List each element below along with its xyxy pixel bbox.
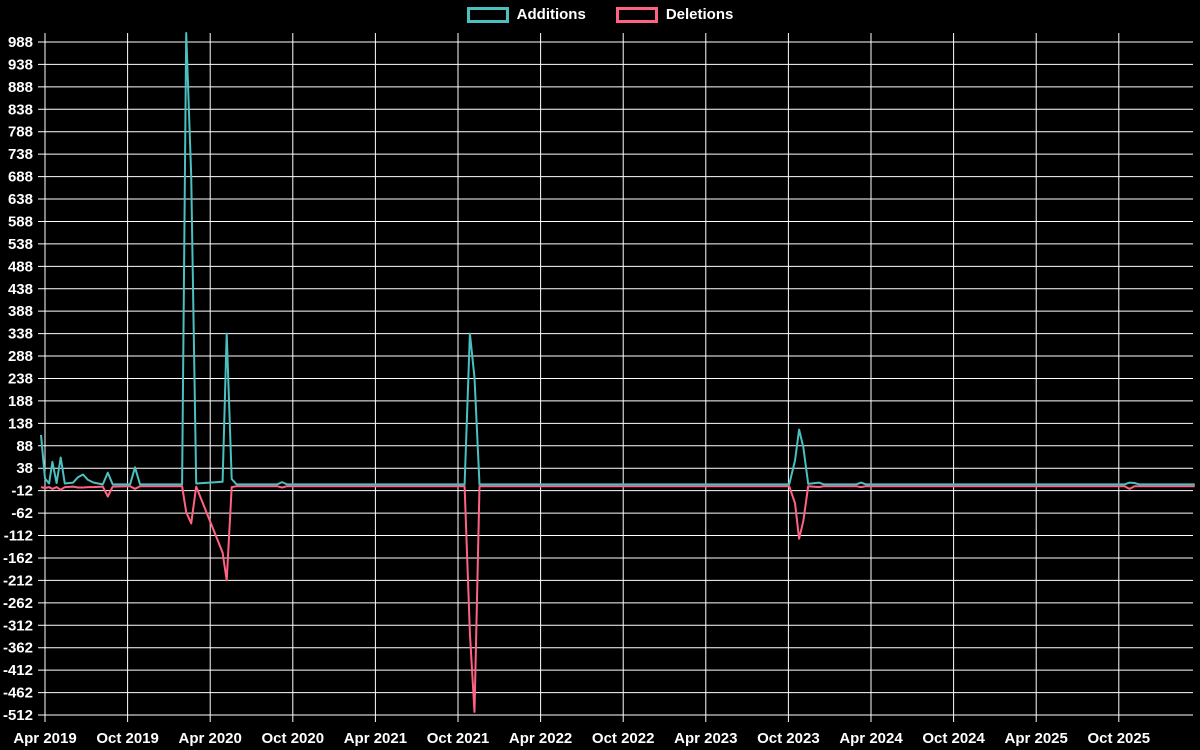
y-tick-label: 238 [8, 370, 33, 387]
x-tick-label: Oct 2020 [262, 730, 325, 747]
legend-item-deletions[interactable]: Deletions [615, 6, 734, 23]
y-tick-label: -512 [3, 707, 33, 724]
y-tick-label: 888 [8, 79, 33, 96]
y-tick-label: 138 [8, 415, 33, 432]
y-tick-label: 488 [8, 258, 33, 275]
x-tick-label: Apr 2019 [13, 730, 76, 747]
x-tick-label: Apr 2024 [839, 730, 903, 747]
y-tick-label: 588 [8, 213, 33, 230]
x-tick-label: Oct 2023 [757, 730, 820, 747]
x-tick-label: Oct 2021 [427, 730, 490, 747]
y-tick-label: -312 [3, 617, 33, 634]
x-tick-label: Oct 2025 [1088, 730, 1151, 747]
y-tick-label: 388 [8, 303, 33, 320]
legend-label-deletions: Deletions [665, 6, 734, 23]
y-tick-label: -462 [3, 685, 33, 702]
y-tick-label: 638 [8, 191, 33, 208]
x-tick-label: Apr 2025 [1005, 730, 1068, 747]
y-tick-label: 338 [8, 326, 33, 343]
y-tick-label: 938 [8, 56, 33, 73]
y-tick-label: 788 [8, 124, 33, 141]
series-line-deletions [40, 485, 1195, 713]
y-tick-label: -12 [11, 483, 33, 500]
legend-swatch-additions-icon [466, 6, 509, 23]
y-tick-label: -62 [11, 505, 33, 522]
chart-legend: Additions Deletions [0, 6, 1200, 23]
x-tick-label: Oct 2022 [592, 730, 655, 747]
y-tick-label: -412 [3, 662, 33, 679]
y-tick-label: 188 [8, 393, 33, 410]
legend-swatch-deletions-icon [615, 6, 658, 23]
x-tick-label: Apr 2023 [674, 730, 737, 747]
y-tick-label: 688 [8, 169, 33, 186]
y-tick-label: -362 [3, 640, 33, 657]
legend-label-additions: Additions [516, 6, 586, 23]
y-tick-label: 38 [16, 460, 33, 477]
y-tick-label: 988 [8, 34, 33, 51]
y-tick-label: 538 [8, 236, 33, 253]
y-tick-label: -162 [3, 550, 33, 567]
x-tick-label: Oct 2024 [922, 730, 985, 747]
x-tick-label: Apr 2022 [509, 730, 572, 747]
x-tick-label: Apr 2020 [179, 730, 242, 747]
legend-item-additions[interactable]: Additions [466, 6, 586, 23]
x-tick-label: Oct 2019 [96, 730, 159, 747]
y-tick-label: 88 [16, 438, 33, 455]
series-line-additions [40, 32, 1195, 486]
y-tick-label: -112 [4, 528, 33, 545]
y-tick-label: -212 [3, 572, 33, 589]
y-tick-label: 438 [8, 281, 33, 298]
y-tick-label: -262 [3, 595, 33, 612]
y-tick-label: 738 [8, 146, 33, 163]
x-tick-label: Apr 2021 [344, 730, 407, 747]
y-tick-label: 288 [8, 348, 33, 365]
y-tick-label: 838 [8, 101, 33, 118]
